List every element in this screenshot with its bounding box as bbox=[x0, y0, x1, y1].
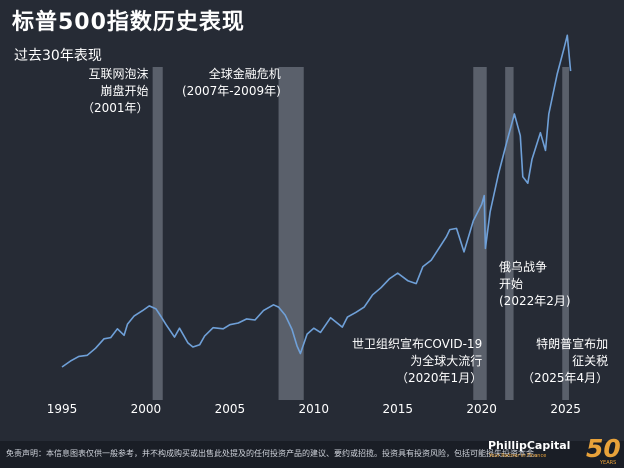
x-tick-label: 2010 bbox=[299, 402, 330, 416]
event-annotation-2: 世卫组织宣布COVID-19 为全球大流行 （2020年1月） bbox=[352, 336, 482, 387]
footer-bar: 免责声明：本信息图表仅供一般参考，并不构成购买或出售此处提及的任何投资产品的建议… bbox=[0, 441, 624, 468]
shaded-period-1 bbox=[278, 67, 304, 400]
event-annotation-4: 特朗普宣布加征关税 （2025年4月） bbox=[522, 336, 608, 387]
event-annotation-0: 互联网泡沫崩盘开始 （2001年） bbox=[82, 66, 149, 117]
x-tick-label: 2015 bbox=[382, 402, 413, 416]
annotation-line: 开始 bbox=[499, 277, 524, 291]
annotation-line: 全球金融危机 bbox=[208, 67, 281, 81]
shaded-period-4 bbox=[562, 67, 569, 400]
event-annotation-1: 全球金融危机 (2007年-2009年) bbox=[182, 66, 281, 100]
series-line-0 bbox=[61, 34, 572, 368]
annotation-line: （2001年） bbox=[82, 101, 149, 115]
shaded-period-0 bbox=[152, 67, 163, 400]
brand-tagline: Your Partner in Finance bbox=[489, 453, 547, 459]
x-tick-label: 2025 bbox=[550, 402, 581, 416]
sp500-line-chart: 1995 2000 2005 2010 2015 2020 2025 bbox=[47, 34, 581, 416]
annotation-line: 世卫组织宣布COVID-19 bbox=[352, 337, 483, 351]
annotation-line: （2020年1月） bbox=[396, 371, 483, 385]
page-subtitle: 过去30年表现 bbox=[14, 48, 102, 64]
brand-name: PhillipCapital bbox=[488, 439, 571, 452]
annotation-line: （2025年4月） bbox=[522, 371, 609, 385]
annotation-line: 为全球大流行 bbox=[410, 354, 483, 368]
disclaimer-text: 免责声明：本信息图表仅供一般参考，并不构成购买或出售此处提及的任何投资产品的建议… bbox=[6, 449, 542, 458]
annotation-line: 征关税 bbox=[572, 354, 609, 368]
x-tick-label: 2000 bbox=[131, 402, 162, 416]
annotation-line: 崩盘开始 bbox=[100, 84, 149, 98]
x-tick-label: 2020 bbox=[466, 402, 497, 416]
annotation-line: 特朗普宣布加 bbox=[536, 337, 609, 351]
x-tick-label: 1995 bbox=[47, 402, 78, 416]
anniversary-badge: 50 bbox=[586, 434, 621, 463]
annotation-line: (2022年2月) bbox=[499, 294, 571, 308]
annotation-line: 互联网泡沫 bbox=[88, 67, 149, 81]
anniversary-badge-sub: YEARS bbox=[600, 460, 617, 466]
shaded-period-2 bbox=[473, 67, 487, 400]
annotation-line: (2007年-2009年) bbox=[182, 84, 281, 98]
x-tick-label: 2005 bbox=[215, 402, 246, 416]
annotation-line: 俄乌战争 bbox=[499, 260, 548, 274]
event-annotation-3: 俄乌战争开始 (2022年2月) bbox=[499, 259, 571, 310]
page-title: 标普500指数历史表现 bbox=[12, 10, 245, 35]
shaded-period-3 bbox=[505, 67, 514, 400]
